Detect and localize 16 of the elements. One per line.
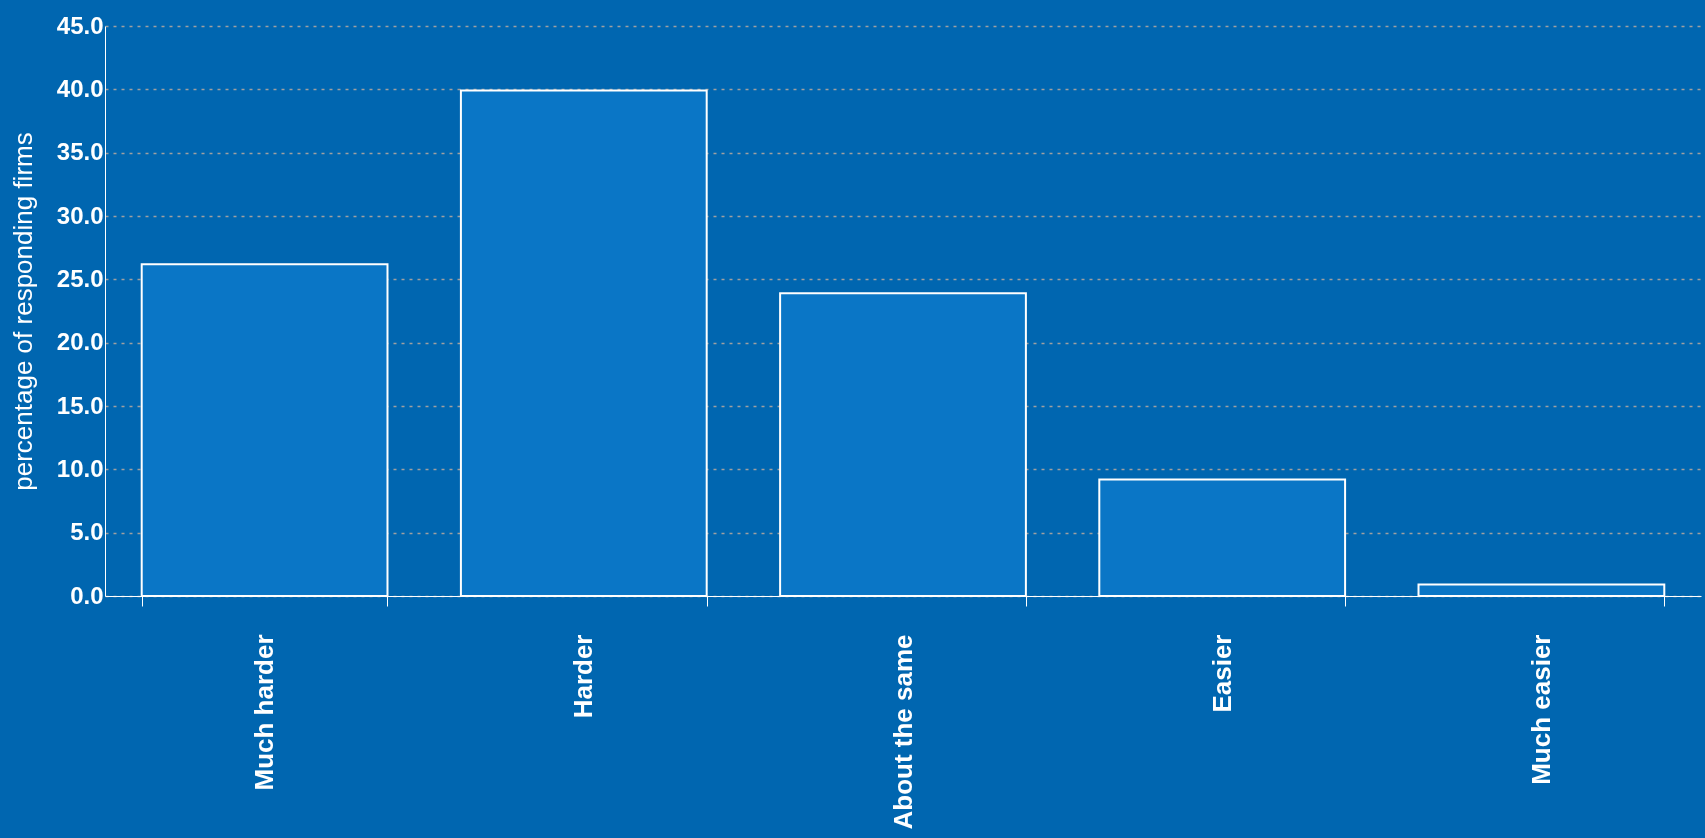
x-tick-label: Much harder	[249, 634, 280, 791]
y-axis-title: percentage of responding firms	[7, 132, 38, 491]
x-tick-label: Easier	[1206, 634, 1237, 713]
y-tick-label: 25.0	[56, 264, 104, 292]
y-tick-label: 0.0	[70, 581, 104, 609]
y-tick-label: 35.0	[56, 138, 104, 166]
y-tick-label: 20.0	[56, 328, 104, 356]
y-tick-label: 5.0	[70, 518, 104, 546]
y-tick-label: 15.0	[56, 391, 104, 419]
y-tick-label: 30.0	[56, 201, 104, 229]
x-tick-label: About the same	[887, 634, 918, 830]
x-tick-label: Much easier	[1525, 634, 1556, 785]
x-tick-label: Harder	[568, 634, 599, 719]
y-tick-label: 10.0	[56, 454, 104, 482]
y-tick-label: 40.0	[56, 74, 104, 102]
y-tick-label: 45.0	[56, 11, 104, 39]
